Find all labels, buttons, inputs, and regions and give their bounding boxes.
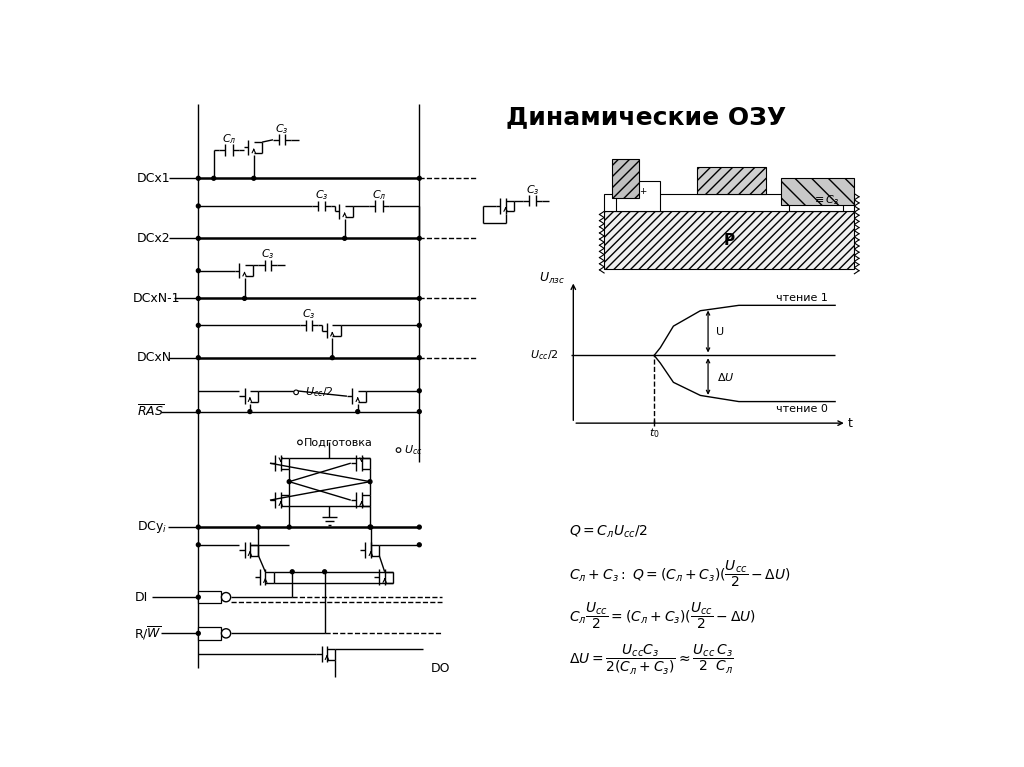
Text: DO: DO (431, 661, 451, 674)
Text: DCxN: DCxN (137, 351, 172, 364)
Circle shape (418, 410, 421, 413)
Text: t: t (848, 416, 853, 430)
Circle shape (418, 356, 421, 360)
Circle shape (331, 356, 334, 360)
Circle shape (221, 593, 230, 602)
Circle shape (291, 570, 294, 574)
Circle shape (418, 236, 421, 240)
Text: $C_з$: $C_з$ (261, 248, 274, 262)
Circle shape (197, 268, 201, 272)
Text: R/$\overline{W}$: R/$\overline{W}$ (134, 625, 162, 642)
Circle shape (418, 525, 421, 529)
Text: $C_з$: $C_з$ (302, 308, 316, 321)
Text: $\equiv C_з$: $\equiv C_з$ (812, 193, 839, 207)
Circle shape (248, 410, 252, 413)
Circle shape (418, 297, 421, 301)
Text: $U_{лзс}$: $U_{лзс}$ (539, 271, 565, 286)
Circle shape (252, 176, 256, 180)
Text: Динамические ОЗУ: Динамические ОЗУ (507, 104, 786, 129)
Text: $n^+$: $n^+$ (629, 189, 647, 204)
Text: DCxN-1: DCxN-1 (133, 292, 180, 305)
Text: DCy$_i$: DCy$_i$ (137, 519, 167, 535)
Text: $C_л\dfrac{U_{cc}}{2}=(C_л+C_з)(\dfrac{U_{cc}}{2}-\Delta U)$: $C_л\dfrac{U_{cc}}{2}=(C_л+C_з)(\dfrac{U… (569, 601, 757, 631)
Circle shape (243, 297, 247, 301)
Circle shape (221, 629, 230, 638)
Text: чтение 0: чтение 0 (775, 404, 827, 414)
Bar (781, 178, 854, 206)
Circle shape (197, 410, 201, 413)
Text: чтение 1: чтение 1 (775, 293, 827, 303)
Circle shape (197, 324, 201, 328)
Text: $\Delta U$: $\Delta U$ (717, 370, 735, 383)
Text: P: P (724, 232, 735, 248)
Text: $C_з$: $C_з$ (525, 183, 540, 196)
Circle shape (197, 525, 201, 529)
Text: $U_{cc}/2$: $U_{cc}/2$ (529, 348, 558, 362)
Text: $t_0$: $t_0$ (649, 426, 659, 440)
Text: $U_{cc}$: $U_{cc}$ (403, 443, 423, 457)
Circle shape (197, 297, 201, 301)
Text: $C_л+C_з:\ Q=(C_л+C_з)(\dfrac{U_{cc}}{2}-\Delta U)$: $C_л+C_з:\ Q=(C_л+C_з)(\dfrac{U_{cc}}{2}… (569, 558, 792, 588)
Circle shape (369, 525, 373, 529)
Circle shape (197, 356, 201, 360)
Text: $C_з$: $C_з$ (314, 189, 329, 202)
Circle shape (212, 176, 216, 180)
Bar (199, 591, 221, 604)
Bar (199, 627, 221, 640)
Circle shape (197, 236, 201, 240)
Text: Подготовка: Подготовка (304, 437, 373, 447)
Text: $C_з$: $C_з$ (275, 122, 289, 136)
Bar (788, 180, 843, 212)
Circle shape (197, 631, 201, 635)
Circle shape (197, 543, 201, 547)
Circle shape (418, 389, 421, 393)
Circle shape (294, 390, 298, 395)
Bar (604, 212, 854, 269)
Circle shape (323, 570, 327, 574)
Text: $\overline{RAS}$: $\overline{RAS}$ (137, 404, 164, 420)
Circle shape (256, 525, 260, 529)
Circle shape (418, 543, 421, 547)
Circle shape (343, 236, 346, 240)
Circle shape (197, 176, 201, 180)
Circle shape (396, 448, 400, 453)
Circle shape (355, 410, 359, 413)
Circle shape (288, 525, 291, 529)
Circle shape (197, 204, 201, 208)
Bar (611, 159, 639, 198)
Text: $U_{cc}/2$: $U_{cc}/2$ (305, 386, 334, 400)
Text: $\Delta U=\dfrac{U_{cc}C_з}{2(C_л+C_з)}\approx\dfrac{U_{cc}}{2}\dfrac{C_з}{C_л}$: $\Delta U=\dfrac{U_{cc}C_з}{2(C_л+C_з)}\… (569, 643, 734, 676)
Circle shape (418, 324, 421, 328)
Text: $C_л$: $C_л$ (372, 189, 386, 202)
Text: $n^+$: $n^+$ (807, 189, 825, 204)
Bar (604, 194, 854, 212)
Circle shape (418, 176, 421, 180)
Text: DCx2: DCx2 (137, 232, 170, 245)
Text: $C_л$: $C_л$ (222, 132, 237, 146)
Circle shape (368, 479, 372, 483)
Circle shape (288, 479, 291, 483)
Bar (615, 180, 660, 212)
Text: $Q=C_лU_{cc}/2$: $Q=C_лU_{cc}/2$ (569, 523, 648, 540)
Text: U: U (716, 327, 724, 337)
Text: DI: DI (134, 591, 147, 604)
Text: DCx1: DCx1 (137, 172, 170, 185)
Circle shape (197, 595, 201, 599)
Bar (696, 166, 766, 194)
Circle shape (368, 525, 372, 529)
Circle shape (298, 440, 302, 445)
